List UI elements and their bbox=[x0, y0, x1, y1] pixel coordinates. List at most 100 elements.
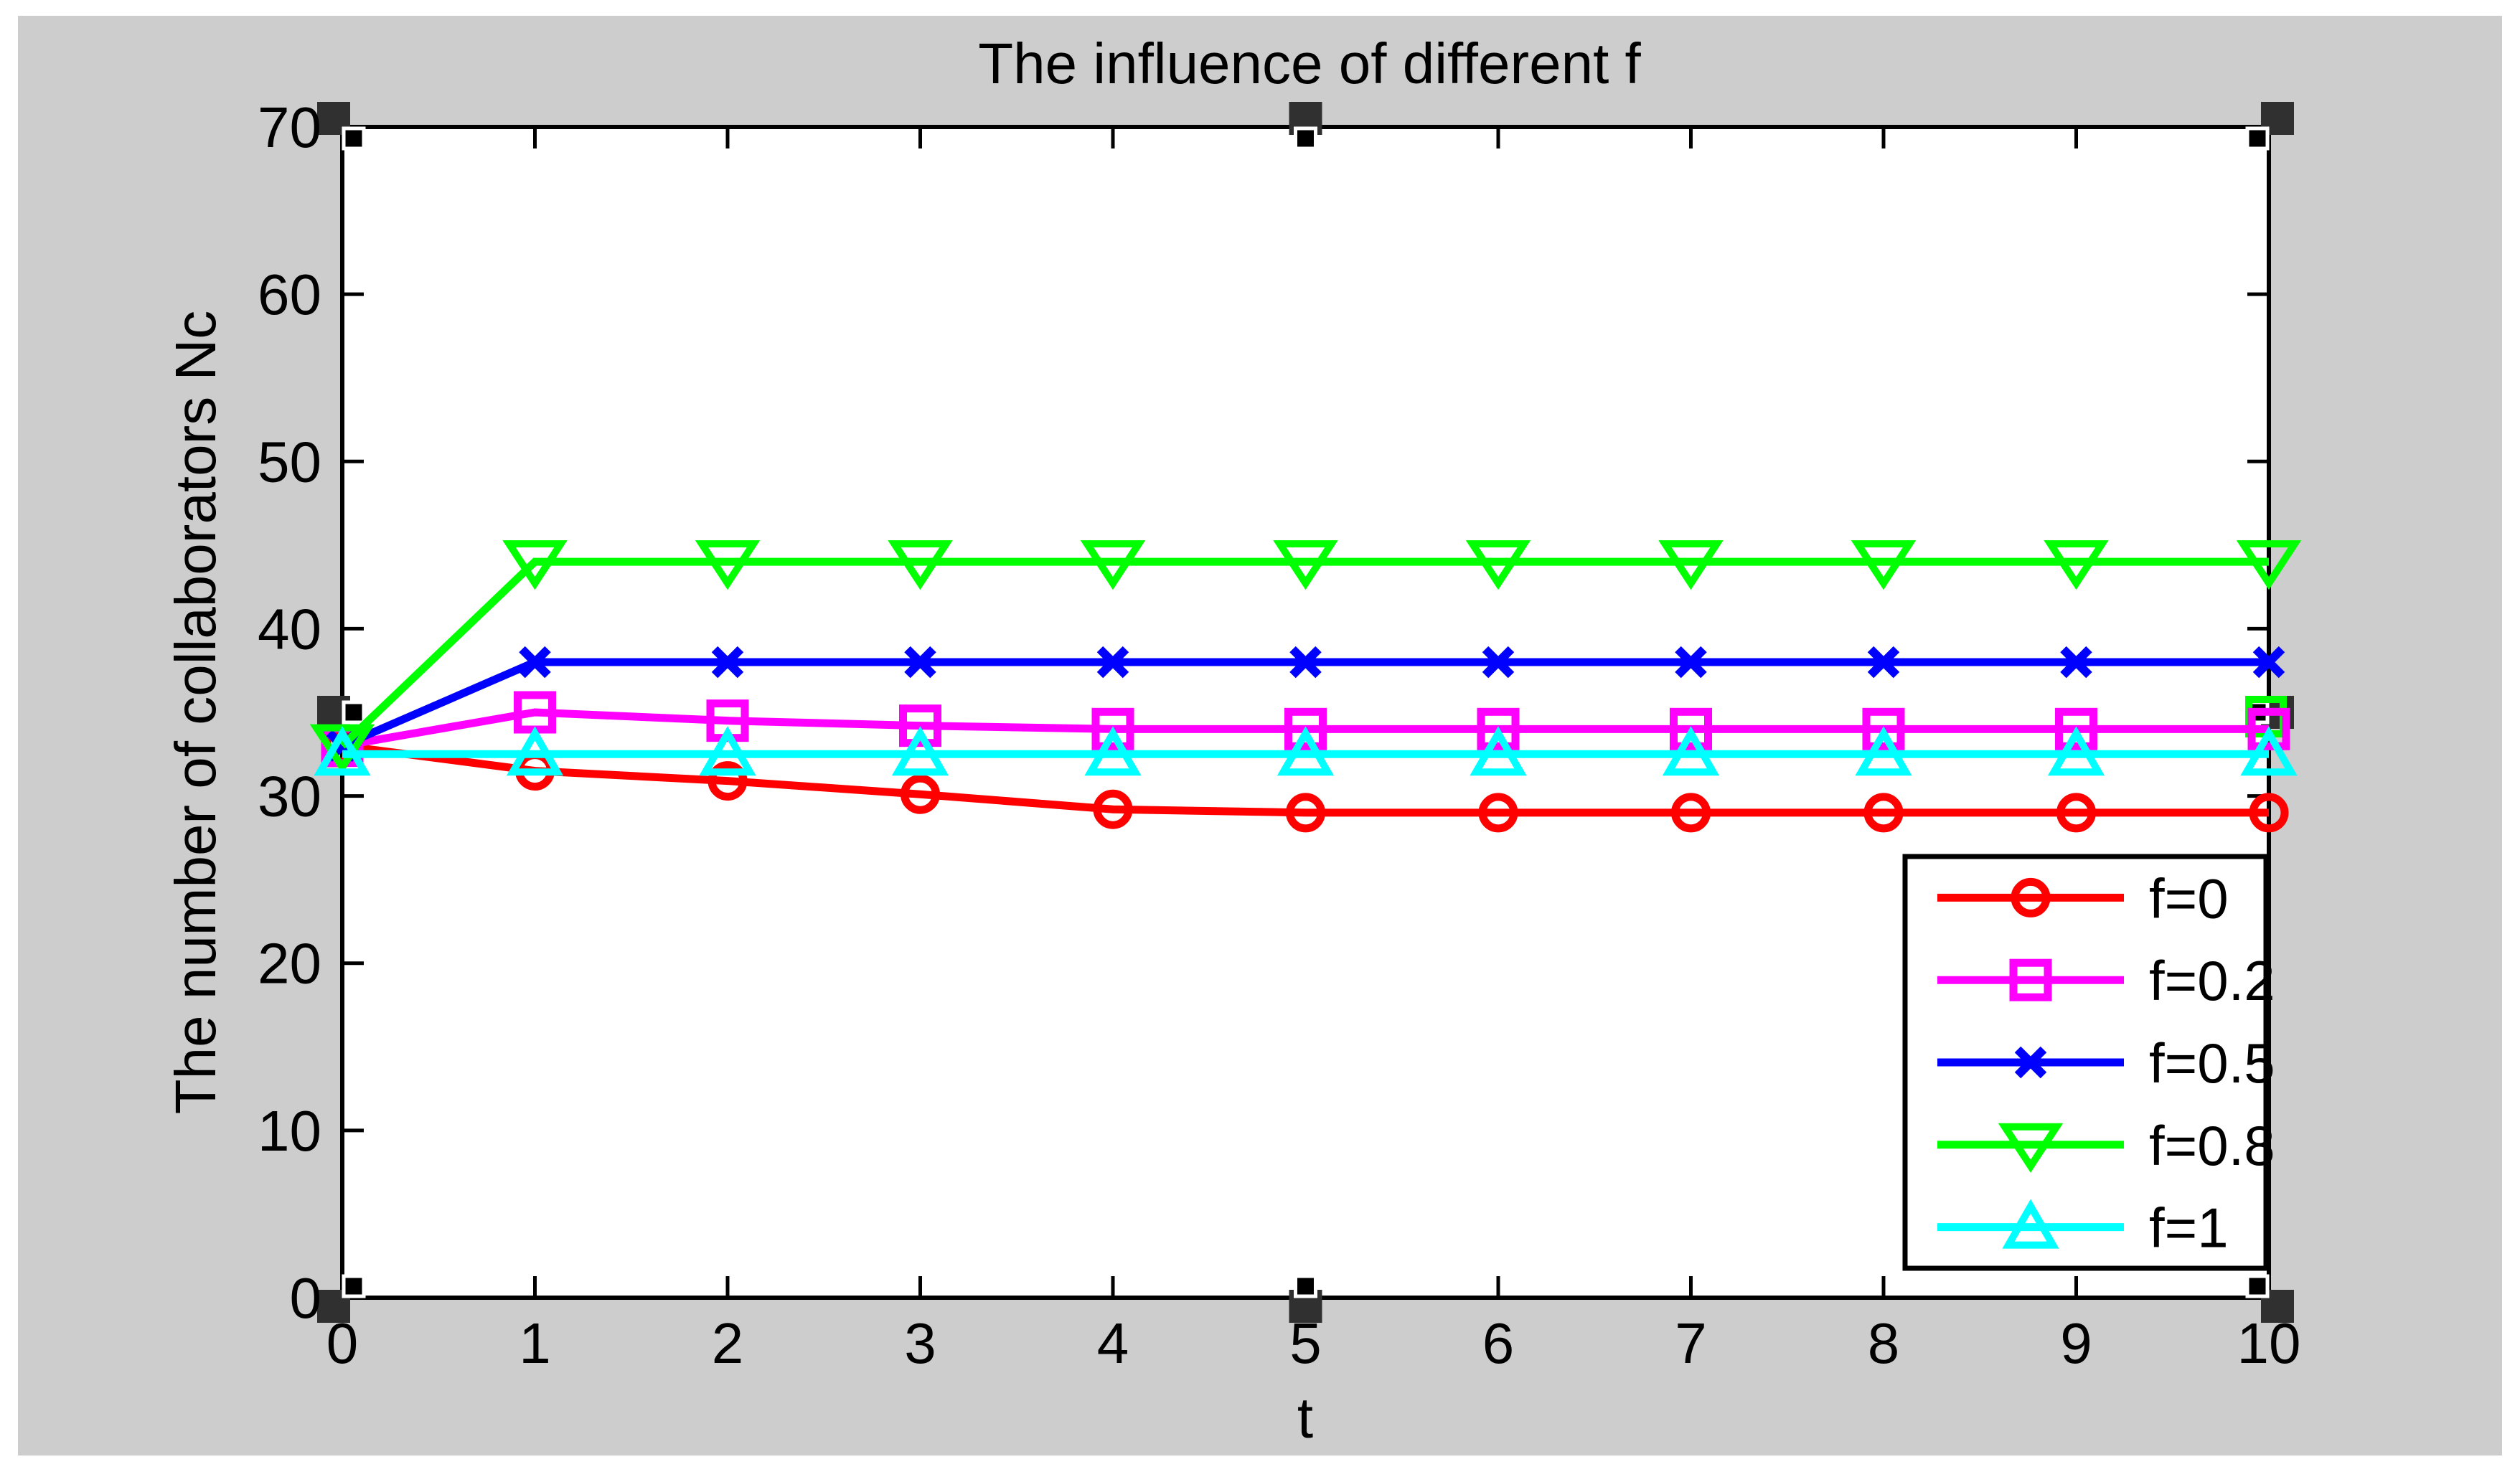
x-tick-label: 6 bbox=[1482, 1311, 1515, 1375]
legend-item-f=0.8[interactable]: f=0.8 bbox=[1937, 1114, 2275, 1177]
legend-box[interactable]: f=0 f=0.2 f=0.5 f=0.8 f=1 bbox=[1902, 854, 2275, 1271]
chart-title: The influence of different f bbox=[978, 32, 1641, 95]
x-marker bbox=[711, 646, 744, 679]
circle-marker bbox=[1671, 793, 1711, 833]
triangle-up-marker bbox=[2047, 726, 2105, 776]
triangle-down-marker bbox=[695, 540, 761, 590]
triangle-up-marker bbox=[314, 726, 371, 776]
triangle-up-marker bbox=[699, 726, 756, 776]
circle-marker bbox=[2011, 877, 2051, 917]
y-tick-label: 0 bbox=[290, 1266, 322, 1330]
square-marker bbox=[1284, 707, 1327, 750]
svg-text:The number of collaborators Nc: The number of collaborators Nc bbox=[164, 311, 227, 1115]
square-marker bbox=[1477, 707, 1520, 750]
selection-handle-inner[interactable] bbox=[2245, 126, 2270, 151]
x-marker bbox=[904, 646, 936, 679]
circle-marker bbox=[2056, 793, 2096, 833]
x-axis-label: t bbox=[1297, 1386, 1313, 1450]
x-marker bbox=[2014, 1046, 2047, 1079]
square-marker bbox=[2055, 707, 2097, 750]
legend-item-f=0.2[interactable]: f=0.2 bbox=[1937, 949, 2275, 1012]
legend-label: f=0.2 bbox=[2149, 949, 2275, 1012]
circle-marker bbox=[2249, 793, 2289, 833]
y-tick-label: 70 bbox=[258, 95, 321, 159]
selection-handle-inner[interactable] bbox=[342, 1274, 366, 1298]
x-marker bbox=[1096, 646, 1129, 679]
x-tick-label: 4 bbox=[1097, 1311, 1129, 1375]
legend-label: f=0.8 bbox=[2149, 1114, 2275, 1177]
x-tick-label: 2 bbox=[712, 1311, 744, 1375]
y-axis-label: The number of collaborators Nc bbox=[164, 311, 227, 1115]
triangle-down-marker bbox=[1465, 540, 1531, 590]
triangle-up-marker bbox=[1277, 726, 1335, 776]
triangle-down-marker bbox=[1998, 1123, 2064, 1173]
x-marker bbox=[1867, 646, 1900, 679]
square-marker bbox=[2247, 707, 2290, 750]
y-tick-label: 40 bbox=[258, 597, 321, 661]
circle-marker bbox=[1478, 793, 1518, 833]
circle-marker bbox=[1093, 789, 1133, 829]
legend-label: f=0 bbox=[2149, 867, 2229, 930]
triangle-down-marker bbox=[888, 540, 953, 590]
square-marker bbox=[1862, 707, 1905, 750]
square-marker bbox=[1091, 707, 1134, 750]
series-f=0.8[interactable] bbox=[309, 540, 2302, 774]
legend-item-f=0.5[interactable]: f=0.5 bbox=[1937, 1032, 2275, 1095]
triangle-up-marker bbox=[2240, 726, 2298, 776]
circle-marker bbox=[707, 761, 748, 801]
triangle-up-marker bbox=[1470, 726, 1527, 776]
triangle-up-marker bbox=[506, 726, 564, 776]
y-tick-labels: 0 10 20 30 40 50 60 70 bbox=[258, 95, 321, 1330]
legend-item-f=1[interactable]: f=1 bbox=[1937, 1197, 2229, 1260]
x-tick-label: 0 bbox=[326, 1311, 359, 1375]
triangle-up-marker bbox=[1855, 726, 1912, 776]
selection-handle-inner[interactable] bbox=[2245, 1274, 2270, 1298]
triangle-up-marker bbox=[1662, 726, 1720, 776]
x-tick-label: 5 bbox=[1289, 1311, 1322, 1375]
y-tick-label: 10 bbox=[258, 1099, 321, 1163]
triangle-down-marker bbox=[1080, 540, 1146, 590]
x-tick-label: 1 bbox=[519, 1311, 551, 1375]
triangle-down-marker bbox=[502, 540, 568, 590]
triangle-down-marker bbox=[1273, 540, 1338, 590]
selection-handle-inner[interactable] bbox=[1294, 1274, 1317, 1298]
circle-marker bbox=[901, 774, 940, 814]
series-f=1[interactable] bbox=[314, 726, 2298, 776]
y-tick-label: 20 bbox=[258, 932, 321, 996]
legend-label: f=0.5 bbox=[2149, 1032, 2275, 1095]
x-tick-label: 3 bbox=[904, 1311, 936, 1375]
legend-item-f=0[interactable]: f=0 bbox=[1937, 867, 2229, 930]
selection-handle-inner[interactable] bbox=[1294, 126, 1317, 151]
triangle-up-marker bbox=[1084, 726, 1142, 776]
y-tick-label: 60 bbox=[258, 263, 321, 326]
triangle-down-marker bbox=[1658, 540, 1724, 590]
series-f=0.5[interactable] bbox=[326, 646, 2285, 762]
triangle-down-marker bbox=[2236, 540, 2302, 590]
circle-marker bbox=[1863, 793, 1904, 833]
selection-handle-inner[interactable] bbox=[342, 126, 366, 151]
x-tick-labels: 0 1 2 3 4 5 6 7 8 9 10 bbox=[326, 1311, 2301, 1375]
x-marker bbox=[2252, 646, 2285, 679]
series-line[interactable] bbox=[342, 742, 2269, 817]
x-marker bbox=[1482, 646, 1515, 679]
triangle-down-marker bbox=[1851, 540, 1917, 590]
legend-label: f=1 bbox=[2149, 1197, 2229, 1260]
selection-handle-inner[interactable] bbox=[342, 700, 366, 725]
x-marker bbox=[519, 646, 551, 679]
x-tick-label: 9 bbox=[2060, 1311, 2092, 1375]
square-marker bbox=[1670, 707, 1712, 750]
series-line[interactable] bbox=[339, 557, 2269, 749]
x-tick-label: 10 bbox=[2237, 1311, 2301, 1375]
y-tick-label: 30 bbox=[258, 765, 321, 829]
x-tick-label: 8 bbox=[1868, 1311, 1900, 1375]
triangle-up-marker bbox=[891, 726, 949, 776]
x-tick-label: 7 bbox=[1675, 1311, 1707, 1375]
x-marker bbox=[1289, 646, 1322, 679]
x-marker bbox=[2060, 646, 2092, 679]
square-marker bbox=[899, 704, 941, 747]
triangle-down-marker bbox=[2044, 540, 2109, 590]
circle-marker bbox=[1286, 793, 1325, 833]
square-marker bbox=[2009, 958, 2052, 1001]
